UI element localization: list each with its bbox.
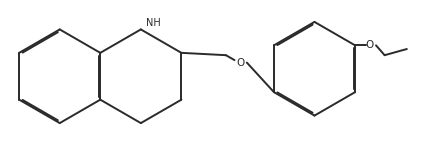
Text: NH: NH — [146, 18, 161, 28]
Text: O: O — [366, 40, 374, 50]
Text: O: O — [236, 58, 245, 68]
